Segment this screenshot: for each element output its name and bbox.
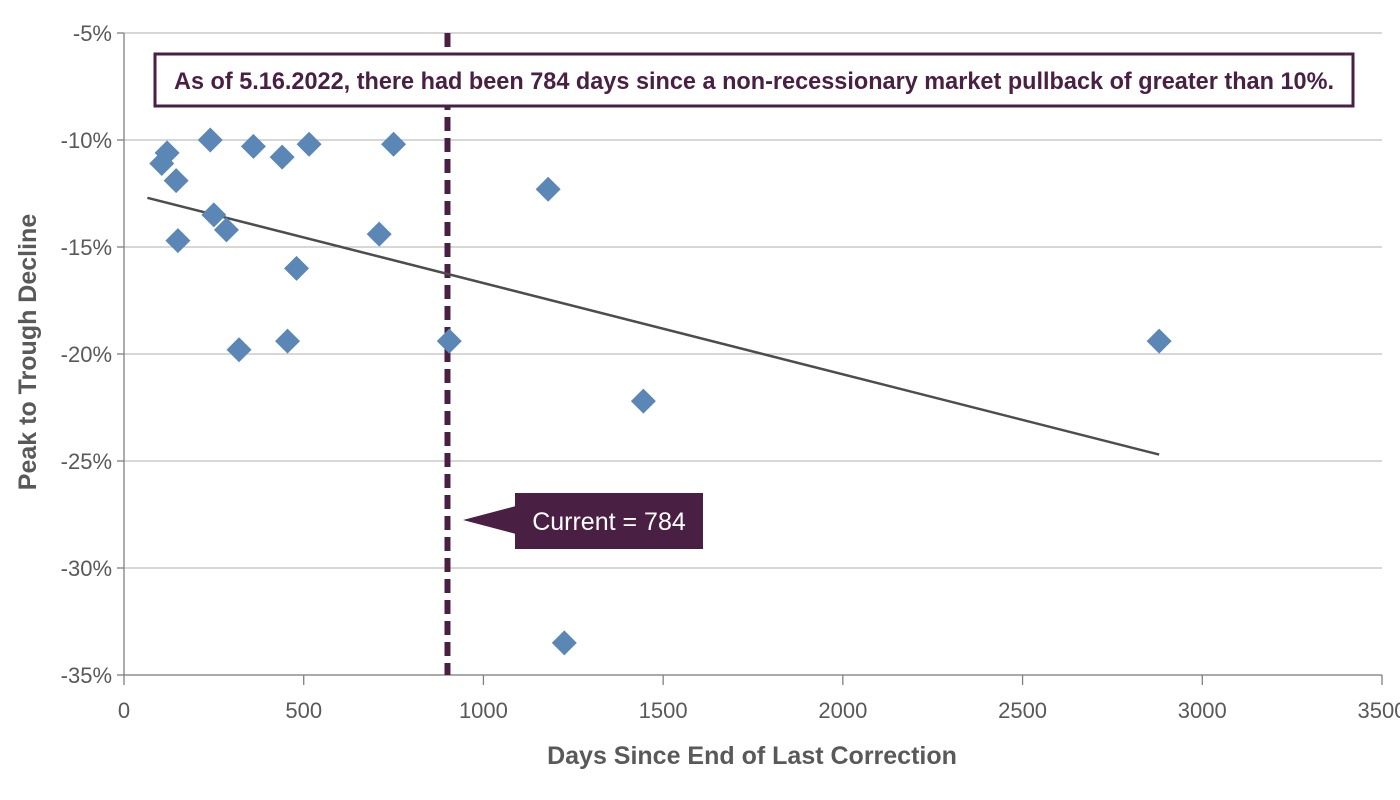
annotation-box — [153, 52, 1355, 108]
annotation-text: As of 5.16.2022, there had been 784 days… — [174, 68, 1334, 95]
data-point — [284, 255, 310, 281]
y-tick-label: -20% — [61, 342, 112, 367]
data-point — [149, 151, 175, 177]
data-point — [197, 127, 223, 153]
data-point — [1146, 328, 1172, 354]
data-points — [149, 127, 1172, 656]
callout-group: Current = 784 — [463, 493, 703, 549]
x-tick-label: 1000 — [459, 698, 508, 723]
data-point — [269, 144, 295, 170]
data-point — [366, 221, 392, 247]
gridlines — [124, 32, 1382, 676]
x-tick-label: 3000 — [1178, 698, 1227, 723]
callout-pointer — [463, 506, 516, 534]
x-tick-label: 0 — [118, 698, 130, 723]
data-point — [240, 133, 266, 159]
data-point — [201, 202, 227, 228]
trendline-group — [147, 196, 1160, 456]
y-tick-label: -10% — [61, 128, 112, 153]
annotation-group: As of 5.16.2022, there had been 784 days… — [153, 52, 1355, 108]
x-tick-label: 2500 — [998, 698, 1047, 723]
x-axis-title: Days Since End of Last Correction — [547, 742, 957, 770]
x-tick-label: 500 — [285, 698, 322, 723]
callout-box — [515, 493, 703, 549]
data-point — [275, 328, 301, 354]
data-point — [163, 168, 189, 194]
trendline — [147, 196, 1160, 456]
data-point — [381, 131, 407, 157]
data-point — [436, 328, 462, 354]
data-point — [630, 388, 656, 414]
data-point — [226, 337, 252, 363]
callout-text: Current = 784 — [532, 508, 686, 536]
data-point — [551, 630, 577, 656]
axes: -5% -10% -15% -20% -25% -30% -35%0 500 1000 1500 2… — [61, 21, 1400, 723]
y-tick-label: -15% — [61, 235, 112, 260]
x-tick-label: 1500 — [639, 698, 688, 723]
data-point — [296, 131, 322, 157]
y-axis-title: Peak to Trough Decline — [14, 214, 42, 491]
data-point — [535, 176, 561, 202]
y-tick-label: -35% — [61, 663, 112, 688]
x-tick-label: 2000 — [818, 698, 867, 723]
x-tick-label: 3500 — [1358, 698, 1400, 723]
y-tick-label: -25% — [61, 449, 112, 474]
y-tick-label: -30% — [61, 556, 112, 581]
y-tick-label: -5% — [73, 21, 112, 46]
data-point — [213, 217, 239, 243]
data-point — [165, 228, 191, 254]
